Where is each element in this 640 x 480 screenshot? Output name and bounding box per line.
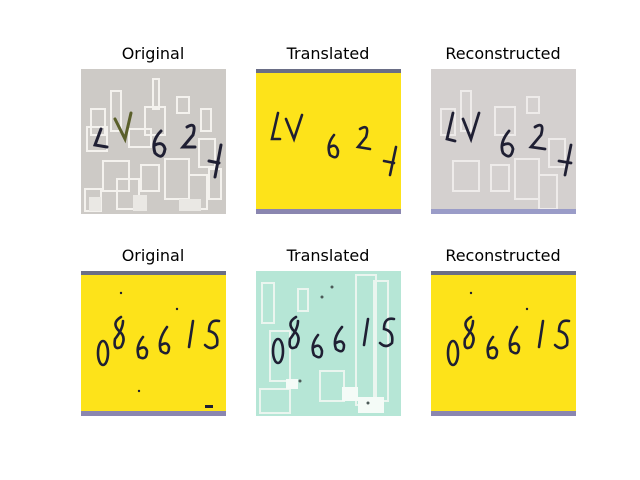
panel-title-translated-1: Translated	[286, 44, 370, 63]
image-original-2	[81, 271, 226, 416]
panel-title-original-1: Original	[121, 44, 185, 63]
image-reconstructed-1	[431, 69, 576, 214]
image-translated-1	[256, 69, 401, 214]
panel-title-translated-2: Translated	[286, 246, 370, 265]
image-translated-2	[256, 271, 401, 416]
panel-title-reconstructed-2: Reconstructed	[445, 246, 561, 265]
panel-title-original-2: Original	[121, 246, 185, 265]
image-reconstructed-2	[431, 271, 576, 416]
image-original-1	[81, 69, 226, 214]
panel-title-reconstructed-1: Reconstructed	[445, 44, 561, 63]
